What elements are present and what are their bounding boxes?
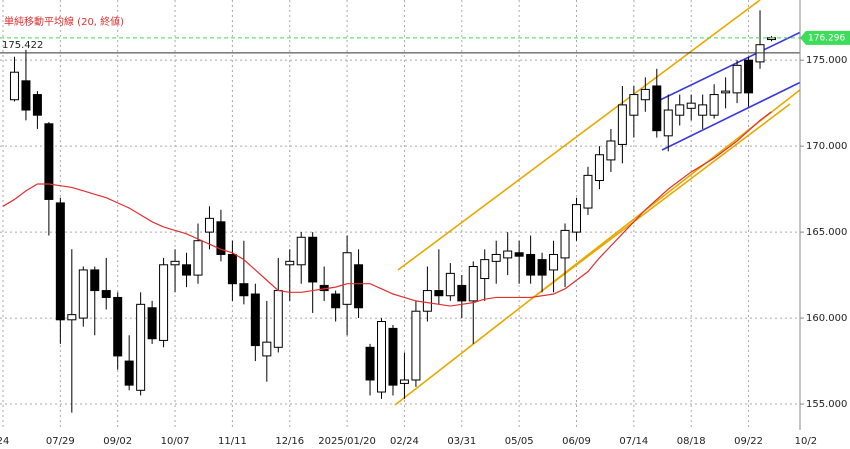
candle-body xyxy=(480,259,490,280)
candle-body xyxy=(468,266,478,302)
x-tick-label: 08/18 xyxy=(677,436,706,447)
x-tick-label: 06/09 xyxy=(562,436,591,447)
candle-body xyxy=(90,269,100,292)
candle-body xyxy=(732,64,742,94)
candle-body xyxy=(698,104,708,116)
x-tick-label: 07/14 xyxy=(619,436,648,447)
moving-average xyxy=(2,111,772,307)
channel-lower xyxy=(394,85,806,406)
candle-body xyxy=(686,102,696,109)
candle-body xyxy=(514,252,524,257)
candle-body xyxy=(560,229,570,259)
x-tick-label: 03/31 xyxy=(447,436,476,447)
candle-body xyxy=(744,59,754,94)
reference-label: 175.422 xyxy=(2,40,43,51)
candle-body xyxy=(721,90,731,94)
candle-body xyxy=(709,94,719,116)
candle-body xyxy=(78,269,88,319)
candle-body xyxy=(675,104,685,116)
candle-body xyxy=(399,379,409,384)
x-tick-label: 02/24 xyxy=(390,436,419,447)
candle-body xyxy=(239,283,249,297)
candle-body xyxy=(629,94,639,116)
candle-body xyxy=(434,290,444,297)
candle-body xyxy=(216,221,226,255)
candle-body xyxy=(365,346,375,381)
candle-body xyxy=(422,290,432,312)
last-price-label: 176.296 xyxy=(808,33,845,43)
candle-body xyxy=(594,154,604,182)
candle-body xyxy=(377,321,387,393)
candle-body xyxy=(21,80,31,111)
channel-lower-2 xyxy=(529,103,791,301)
legend-label: 単純移動平均線 (20, 終値) xyxy=(4,15,124,28)
candle-body xyxy=(526,253,536,276)
candle-body xyxy=(296,236,306,266)
candle-body xyxy=(124,360,134,386)
candle-body xyxy=(331,293,341,309)
candle-body xyxy=(663,109,673,137)
y-tick-label: 175.000 xyxy=(806,55,847,66)
candle-body xyxy=(537,259,547,276)
trend-lines xyxy=(394,0,806,406)
candle-body xyxy=(182,264,192,276)
candle-body xyxy=(457,284,467,302)
candle-body xyxy=(250,293,260,347)
candle-body xyxy=(44,123,54,200)
candle-body xyxy=(227,253,237,285)
candle-body xyxy=(342,252,352,305)
candle-body xyxy=(136,303,146,391)
candle-body xyxy=(193,240,203,276)
x-tick-label: 2025/01/20 xyxy=(318,436,376,447)
short-channel-lower xyxy=(661,79,806,151)
channel-upper xyxy=(397,0,761,271)
candle-body xyxy=(572,204,581,233)
candle-body xyxy=(204,217,214,233)
x-tick-label: 09/02 xyxy=(103,436,132,447)
x-tick-label: 24 xyxy=(0,436,9,447)
candle-body xyxy=(411,310,421,381)
candle-body xyxy=(503,250,513,259)
candle-body xyxy=(549,253,559,271)
candle-body xyxy=(273,290,283,348)
y-tick-label: 170.000 xyxy=(806,141,847,152)
x-tick-label: 12/16 xyxy=(275,436,304,447)
candle-body xyxy=(354,264,364,309)
candle-body xyxy=(113,296,123,357)
candle-body xyxy=(262,341,272,357)
candle-body xyxy=(617,104,627,145)
candle-body xyxy=(606,140,616,161)
x-tick-label: 05/05 xyxy=(505,436,534,447)
candle-body xyxy=(159,264,169,341)
axis-panel xyxy=(800,0,850,449)
y-tick-label: 160.000 xyxy=(806,313,847,324)
candle-body xyxy=(640,88,650,101)
candle-body xyxy=(308,236,318,283)
x-tick-label: 10/07 xyxy=(161,436,190,447)
candle-body xyxy=(170,260,180,266)
candle-body xyxy=(32,94,42,116)
candle-body xyxy=(583,174,593,209)
x-tick-label: 10/2 xyxy=(795,436,817,447)
x-tick-label: 09/22 xyxy=(734,436,763,447)
candle-body xyxy=(55,202,65,321)
candle-body xyxy=(652,85,662,132)
x-tick-label: 11/11 xyxy=(218,436,247,447)
last-price-tag xyxy=(800,30,850,45)
candle-body xyxy=(67,314,77,321)
candle-body xyxy=(9,71,19,101)
candle-body xyxy=(101,290,111,298)
candle-body xyxy=(147,307,157,340)
y-tick-label: 155.000 xyxy=(806,399,847,410)
candle-body xyxy=(491,253,501,262)
candle-body xyxy=(388,327,398,386)
x-tick-label: 07/29 xyxy=(46,436,75,447)
candle-body xyxy=(445,272,455,297)
short-channel-upper xyxy=(659,29,806,101)
y-tick-label: 165.000 xyxy=(806,227,847,238)
candle-body xyxy=(285,260,295,266)
